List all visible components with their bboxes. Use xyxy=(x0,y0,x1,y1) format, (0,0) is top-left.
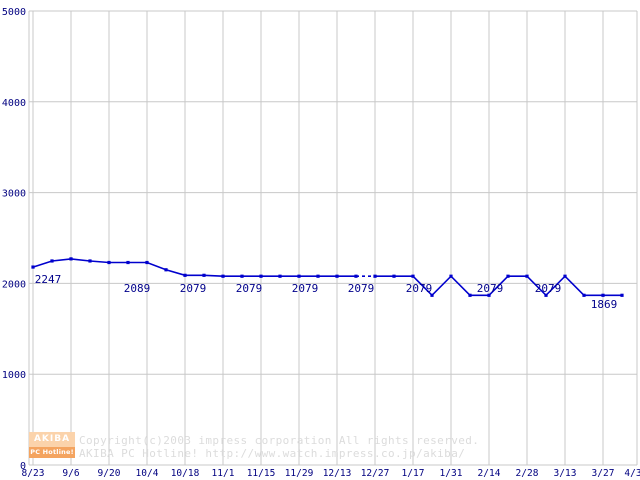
y-tick-label: 2000 xyxy=(2,279,26,290)
data-point-marker xyxy=(259,274,263,278)
data-point-marker xyxy=(392,274,396,278)
y-tick-label: 4000 xyxy=(2,98,26,109)
x-tick-label: 8/23 xyxy=(22,468,45,479)
watermark-copyright: Copyright(c)2003 impress corporation All… xyxy=(79,434,479,447)
data-point-marker xyxy=(449,274,453,278)
data-point-labels: 2247 2089 2079 2079 2079 2079 2079 2079 2079 1869 xyxy=(35,273,618,311)
data-point-marker xyxy=(620,293,624,297)
data-point-marker xyxy=(430,293,434,297)
y-tick-label: 0 xyxy=(20,461,26,472)
x-tick-label: 1/17 xyxy=(402,468,425,479)
watermark-text: Copyright(c)2003 impress corporation All… xyxy=(79,434,479,460)
data-point-marker xyxy=(145,260,149,265)
x-tick-label: 1/31 xyxy=(440,468,463,479)
data-point-marker xyxy=(601,293,605,297)
y-axis-tick-labels: 5000 4000 3000 2000 1000 0 xyxy=(2,7,26,472)
x-tick-label: 2/14 xyxy=(478,468,501,479)
data-point-marker xyxy=(335,274,339,278)
data-point-marker xyxy=(582,293,586,297)
data-point-marker xyxy=(126,260,130,265)
x-axis-tick-labels: 8/23 9/6 9/20 10/4 10/18 11/1 11/15 11/29 12/13 1… xyxy=(22,468,640,479)
watermark-site: AKIBA PC Hotline! http://www.watch.impre… xyxy=(79,447,465,460)
price-series-markers xyxy=(31,257,624,297)
data-point-marker xyxy=(164,268,168,272)
x-tick-label: 11/1 xyxy=(212,468,235,479)
data-point-label: 2079 xyxy=(535,282,562,295)
x-tick-label: 12/27 xyxy=(361,468,390,479)
data-point-label: 2247 xyxy=(35,273,62,286)
data-point-marker xyxy=(316,274,320,278)
data-point-marker xyxy=(278,274,282,278)
data-point-marker xyxy=(411,274,415,278)
data-point-label: 2079 xyxy=(477,282,504,295)
data-point-label: 2079 xyxy=(180,282,207,295)
data-point-marker xyxy=(88,259,92,263)
data-point-label: 2079 xyxy=(292,282,319,295)
data-point-marker xyxy=(107,260,111,265)
x-tick-label: 3/13 xyxy=(554,468,577,479)
data-point-marker xyxy=(544,293,548,297)
data-point-marker xyxy=(202,273,206,277)
akiba-logo-title: AKIBA xyxy=(33,434,71,444)
gridlines xyxy=(28,10,638,466)
data-point-marker xyxy=(69,257,73,261)
y-tick-label: 1000 xyxy=(2,370,26,381)
x-tick-label: 2/28 xyxy=(516,468,539,479)
x-tick-label: 10/4 xyxy=(136,468,159,479)
data-point-label: 1869 xyxy=(591,298,618,311)
x-tick-label: 10/18 xyxy=(171,468,200,479)
akiba-logo: AKIBA PC Hotline! xyxy=(29,432,75,458)
x-tick-label: 3/27 xyxy=(592,468,615,479)
data-point-marker xyxy=(50,259,54,263)
x-tick-label: 4/3 xyxy=(624,468,640,479)
data-point-marker xyxy=(31,265,35,269)
akiba-logo-subtitle: PC Hotline! xyxy=(29,447,75,458)
x-tick-label: 11/29 xyxy=(285,468,314,479)
data-point-label: 2089 xyxy=(124,282,151,295)
data-point-marker xyxy=(468,293,472,297)
y-tick-label: 5000 xyxy=(2,7,26,18)
data-point-label: 2079 xyxy=(236,282,263,295)
data-point-marker xyxy=(506,274,510,278)
data-point-marker xyxy=(487,293,491,297)
x-tick-label: 11/15 xyxy=(247,468,276,479)
data-point-marker xyxy=(563,274,567,278)
x-tick-label: 9/20 xyxy=(98,468,121,479)
data-point-marker xyxy=(373,274,377,278)
data-point-marker xyxy=(183,273,187,277)
price-series xyxy=(32,258,622,297)
x-tick-label: 9/6 xyxy=(62,468,79,479)
y-tick-label: 3000 xyxy=(2,189,26,200)
data-point-label: 2079 xyxy=(406,282,433,295)
data-point-marker xyxy=(354,274,358,278)
data-point-marker xyxy=(525,274,529,278)
series-segment xyxy=(32,258,356,278)
x-tick-label: 12/13 xyxy=(323,468,352,479)
data-point-label: 2079 xyxy=(348,282,375,295)
series-segment xyxy=(375,275,622,297)
data-point-marker xyxy=(240,274,244,278)
data-point-marker xyxy=(297,274,301,278)
data-point-marker xyxy=(221,274,225,278)
